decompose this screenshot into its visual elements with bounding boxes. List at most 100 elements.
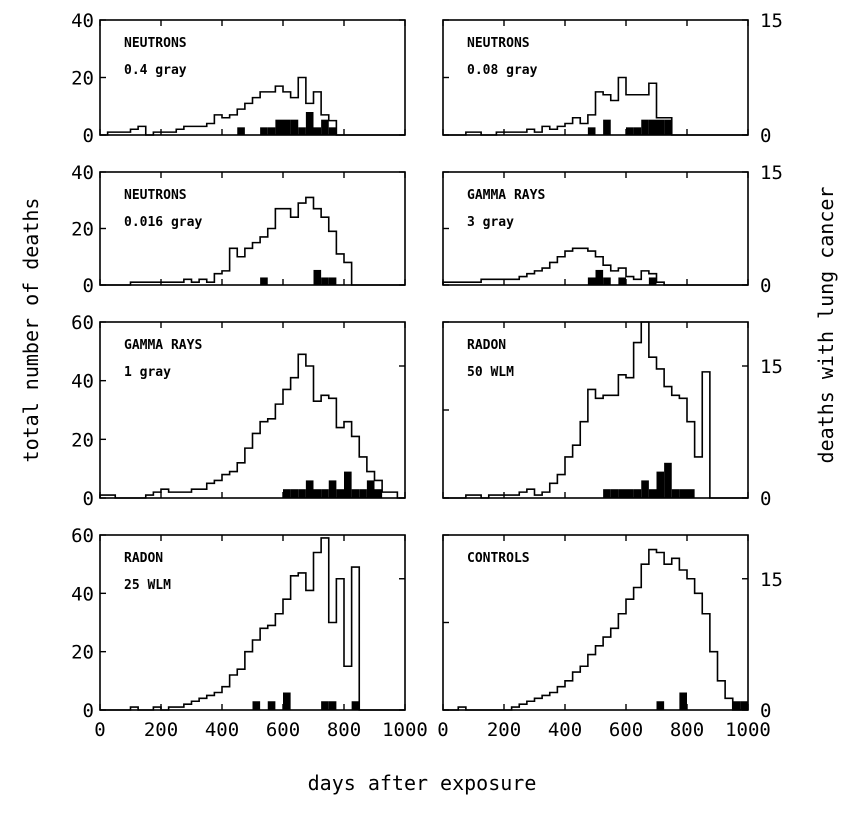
lung-cancer-bar bbox=[268, 701, 276, 710]
y-right-tick-label: 0 bbox=[760, 275, 771, 297]
lung-cancer-bar bbox=[275, 120, 283, 135]
lung-cancer-bar bbox=[314, 127, 322, 135]
lung-cancer-bar bbox=[664, 120, 672, 135]
lung-cancer-bar bbox=[329, 127, 337, 135]
lung-cancer-bar bbox=[260, 127, 268, 135]
lung-cancer-bar bbox=[260, 277, 268, 285]
lung-cancer-bar bbox=[649, 489, 657, 498]
lung-cancer-bar bbox=[321, 701, 329, 710]
lung-cancer-bar bbox=[618, 277, 626, 285]
y-left-tick-label: 40 bbox=[71, 371, 94, 393]
lung-cancer-bar bbox=[618, 489, 626, 498]
lung-cancer-bar bbox=[329, 701, 337, 710]
panel-subtitle: 0.08 gray bbox=[467, 63, 538, 78]
lung-cancer-bar bbox=[306, 112, 314, 135]
y-left-tick-label: 40 bbox=[71, 10, 94, 32]
panel-3: 0 20 40 NEUTRONS 0.016 gray bbox=[71, 162, 405, 297]
panel-title: RADON bbox=[124, 551, 163, 566]
panel-1: 0 20 40 NEUTRONS 0.4 gray bbox=[71, 10, 405, 147]
panel-title: RADON bbox=[467, 338, 506, 353]
lung-cancer-bar bbox=[329, 277, 337, 285]
lung-cancer-bar bbox=[283, 120, 291, 135]
lung-cancer-bar bbox=[657, 472, 665, 498]
lung-cancer-bar bbox=[588, 127, 596, 135]
lung-cancer-bar bbox=[679, 693, 687, 711]
panel-title: GAMMA RAYS bbox=[124, 338, 202, 353]
panel-2: 0 15 NEUTRONS 0.08 gray bbox=[443, 10, 783, 147]
lung-cancer-bar bbox=[291, 120, 299, 135]
x-tick-label: 600 bbox=[609, 719, 643, 741]
panel-title: NEUTRONS bbox=[124, 188, 187, 203]
lung-cancer-bar bbox=[283, 489, 291, 498]
x-tick-label: 400 bbox=[205, 719, 239, 741]
lung-cancer-bar bbox=[321, 277, 329, 285]
lung-cancer-bar bbox=[641, 120, 649, 135]
lung-cancer-bar bbox=[603, 120, 611, 135]
panel-subtitle: 3 gray bbox=[467, 215, 514, 230]
y-left-tick-label: 20 bbox=[71, 219, 94, 241]
y-left-tick-label: 40 bbox=[71, 162, 94, 184]
y-left-tick-label: 60 bbox=[71, 525, 94, 547]
y-right-tick-label: 0 bbox=[760, 488, 771, 510]
panel-4: 0 15 GAMMA RAYS 3 gray bbox=[443, 162, 783, 297]
y-left-tick-label: 20 bbox=[71, 642, 94, 664]
x-tick-label: 200 bbox=[144, 719, 178, 741]
panel-subtitle: 1 gray bbox=[124, 365, 171, 380]
lung-cancer-bar bbox=[298, 127, 306, 135]
lung-cancer-bar bbox=[314, 270, 322, 285]
x-tick-label: 200 bbox=[487, 719, 521, 741]
lung-cancer-bar bbox=[367, 480, 375, 498]
lung-cancer-bar bbox=[291, 489, 299, 498]
lung-cancer-bar bbox=[634, 489, 642, 498]
lung-cancer-bar bbox=[344, 472, 352, 498]
lung-cancer-bar bbox=[657, 120, 665, 135]
lung-cancer-bar bbox=[329, 480, 337, 498]
lung-cancer-bar bbox=[375, 489, 383, 498]
lung-cancer-bar bbox=[359, 489, 367, 498]
panel-6: 0 15 RADON 50 WLM bbox=[443, 322, 783, 510]
x-axis-title: days after exposure bbox=[308, 771, 537, 795]
panel-subtitle: 50 WLM bbox=[467, 365, 514, 380]
total-deaths-step-line bbox=[100, 78, 405, 136]
lung-cancer-bar bbox=[321, 120, 329, 135]
lung-cancer-bar bbox=[298, 489, 306, 498]
y-right-tick-label: 0 bbox=[760, 700, 771, 722]
y-left-tick-label: 0 bbox=[83, 488, 94, 510]
lung-cancer-bar bbox=[649, 277, 657, 285]
lung-cancer-bar bbox=[634, 127, 642, 135]
lung-cancer-bar bbox=[588, 277, 596, 285]
y-left-tick-label: 0 bbox=[83, 700, 94, 722]
total-deaths-step-line bbox=[100, 197, 405, 285]
lung-cancer-bar bbox=[657, 701, 665, 710]
lung-cancer-bar bbox=[352, 701, 360, 710]
x-tick-label: 400 bbox=[548, 719, 582, 741]
panel-subtitle: 25 WLM bbox=[124, 578, 171, 593]
x-tick-label: 0 bbox=[437, 719, 448, 741]
y-left-tick-label: 60 bbox=[71, 312, 94, 334]
lung-cancer-bar bbox=[603, 489, 611, 498]
lung-cancer-bar bbox=[740, 701, 748, 710]
y-left-tick-label: 0 bbox=[83, 275, 94, 297]
y-left-tick-label: 20 bbox=[71, 429, 94, 451]
lung-cancer-bar bbox=[733, 701, 741, 710]
lung-cancer-bar bbox=[306, 480, 314, 498]
panel-7: 0 200 400 600 800 1000 0 20 40 60 RADON 25 WLM bbox=[71, 525, 428, 741]
y-right-tick-label: 0 bbox=[760, 125, 771, 147]
x-tick-label: 600 bbox=[266, 719, 300, 741]
lung-cancer-bar bbox=[626, 127, 634, 135]
lung-cancer-bar bbox=[268, 127, 276, 135]
lung-cancer-bar bbox=[596, 270, 604, 285]
lung-cancer-bar bbox=[283, 693, 291, 711]
panels-layer: 0 20 40 NEUTRONS 0.4 gray 0 15 NEUTRONS 0.08 gra… bbox=[71, 10, 783, 741]
y-left-tick-label: 20 bbox=[71, 68, 94, 90]
y-left-tick-label: 0 bbox=[83, 125, 94, 147]
lung-cancer-bar bbox=[336, 489, 344, 498]
y-right-tick-label: 15 bbox=[760, 162, 783, 184]
y-right-tick-label: 15 bbox=[760, 10, 783, 32]
lung-cancer-bar bbox=[626, 489, 634, 498]
lung-cancer-bar bbox=[352, 489, 360, 498]
lung-cancer-bar bbox=[664, 463, 672, 498]
panel-title: NEUTRONS bbox=[467, 36, 530, 51]
lung-cancer-bar bbox=[611, 489, 619, 498]
